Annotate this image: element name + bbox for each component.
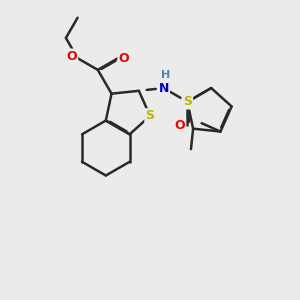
Text: S: S [146, 110, 154, 122]
Text: H: H [161, 70, 170, 80]
Text: O: O [118, 52, 129, 65]
Text: O: O [66, 50, 77, 63]
Text: S: S [183, 95, 192, 108]
Text: N: N [158, 82, 169, 94]
Text: O: O [174, 119, 185, 132]
